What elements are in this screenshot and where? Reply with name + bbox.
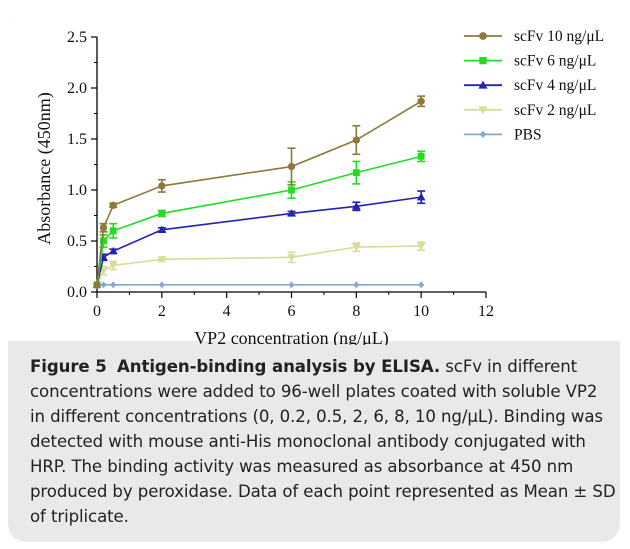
x-tick-label: 2 [158, 303, 166, 320]
series-0-point [352, 136, 360, 144]
legend-label: scFv 6 ng/μL [514, 53, 596, 70]
y-tick-label: 0.5 [67, 233, 87, 250]
series-1-line [96, 155, 422, 285]
y-tick-label: 0.0 [67, 284, 87, 301]
series-0-point [99, 224, 108, 232]
x-tick-label: 12 [478, 303, 494, 320]
series-2-point [108, 246, 118, 255]
legend-marker [478, 106, 488, 115]
series-0-point [93, 281, 101, 289]
x-tick-label: 8 [352, 303, 360, 320]
figure-caption-text: scFv in different concentrations were ad… [30, 357, 616, 526]
series-0-point [158, 182, 166, 190]
series-1-point [100, 237, 107, 245]
legend-label: scFv 2 ng/μL [514, 102, 596, 119]
figure-caption: Figure 5 Antigen-binding analysis by ELI… [30, 354, 616, 529]
series-1-point [417, 152, 425, 160]
x-tick-label: 10 [413, 303, 429, 320]
series-2-point [157, 225, 167, 234]
series-3-point [352, 243, 361, 252]
elisa-line-chart: 0.0 0.5 1.0 1.5 2.0 2.5 0 2 4 6 8 10 12 VP2 concentra… [34, 28, 604, 345]
legend-label: scFv 10 ng/μL [514, 28, 604, 45]
series-4-point [288, 281, 295, 289]
series-3-point [108, 262, 118, 270]
x-tick-label: 4 [223, 303, 231, 320]
series-3-point [416, 242, 426, 251]
y-tick-label: 1.5 [67, 131, 87, 148]
series-0-point [109, 201, 117, 209]
series-2-point [352, 202, 361, 210]
series-3-point [157, 256, 167, 264]
figure-title: Antigen-binding analysis by ELISA. [117, 357, 441, 376]
legend-marker [478, 80, 488, 89]
x-axis-label: VP2 concentration (ng/μL) [194, 328, 389, 345]
series-3-line [96, 245, 422, 286]
series-1-point [158, 210, 166, 217]
y-tick-label: 2.0 [67, 80, 87, 97]
x-tick-label: 0 [93, 303, 101, 320]
y-tick-label: 2.5 [67, 29, 87, 46]
series-1-point [288, 186, 295, 194]
series-4-point [110, 281, 117, 289]
legend-marker [479, 56, 487, 65]
legend-label: scFv 4 ng/μL [514, 77, 596, 94]
series-2-point [416, 192, 426, 201]
series-3-point [287, 254, 296, 262]
legend-marker [479, 32, 487, 40]
legend-marker [479, 130, 487, 139]
figure-card [8, 6, 620, 542]
series-4-point [418, 281, 425, 289]
series-4-point [353, 281, 360, 289]
series-1-point [352, 169, 360, 177]
y-axis-label: Absorbance (450nm) [34, 92, 55, 244]
x-tick-label: 6 [288, 303, 296, 320]
y-tick-label: 1.0 [67, 182, 87, 199]
series-0-point [417, 97, 425, 105]
series-1-point [109, 227, 117, 235]
series-4-point [100, 281, 107, 289]
series-0-point [287, 162, 296, 171]
series-4-point [158, 281, 165, 289]
series-2-line [96, 196, 422, 286]
figure-label: Figure 5 [30, 357, 107, 376]
legend-label: PBS [514, 126, 542, 143]
series-2-point [287, 209, 296, 217]
